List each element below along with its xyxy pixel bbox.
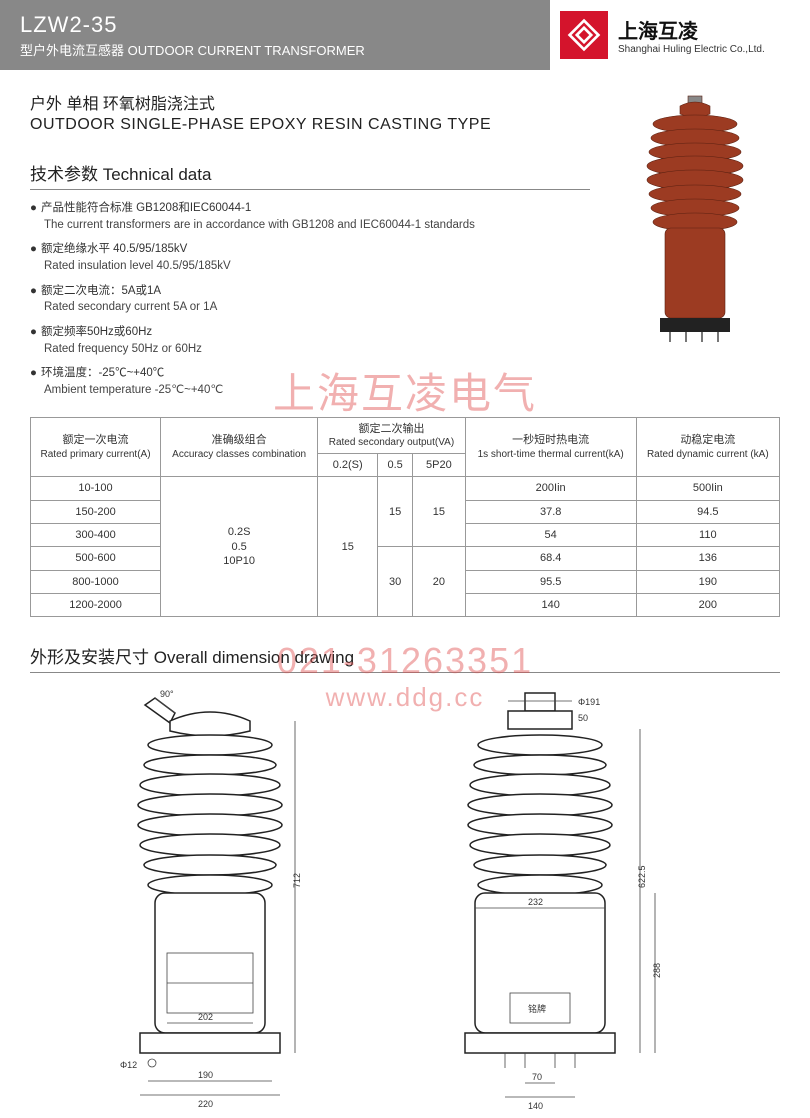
company-cn: 上海互凌 [618,15,765,44]
cell: 15 [378,477,413,547]
svg-text:712: 712 [292,873,302,888]
header: LZW2-35 型户外电流互感器 OUTDOOR CURRENT TRANSFO… [0,0,810,70]
bullet-cn: 额定频率50Hz或60Hz [30,326,152,338]
bullet-en: Ambient temperature -25℃~+40℃ [30,382,299,399]
svg-text:190: 190 [198,1070,213,1080]
th-primary-en: Rated primary current(A) [33,448,158,461]
table-row: 500-600 30 20 68.4 136 [31,547,780,570]
th-dynamic-en: Rated dynamic current (kA) [639,448,777,461]
cell: 136 [636,547,779,570]
model-subtitle: 型户外电流互感器 OUTDOOR CURRENT TRANSFORMER [20,40,530,59]
bullet-cn: 额定二次电流：5A或1A [30,285,161,297]
th-accuracy-en: Accuracy classes combination [163,448,315,461]
product-title-cn: 户外 单相 环氧树脂浇注式 [30,90,590,114]
cell: 20 [413,547,466,617]
header-brand: 上海互凌 Shanghai Huling Electric Co.,Ltd. [550,0,810,70]
svg-text:232: 232 [528,897,543,907]
th-secondary-cn: 额定二次输出 [358,423,424,435]
cell: 10-100 [31,477,161,500]
cell: 1200-2000 [31,593,161,616]
svg-text:Φ191: Φ191 [578,697,600,707]
th-primary-cn: 额定一次电流 [63,434,129,446]
tech-section-title: 技术参数 Technical data [30,160,590,190]
product-title-en: OUTDOOR SINGLE-PHASE EPOXY RESIN CASTING… [30,116,590,134]
cell: 200Iin [465,477,636,500]
th-accuracy-cn: 准确级组合 [212,434,267,446]
th-02s: 0.2(S) [318,454,378,477]
svg-text:622.5: 622.5 [637,866,647,889]
bullet-cn: 额定绝缘水平 40.5/95/185kV [30,243,187,255]
svg-text:140: 140 [528,1101,543,1111]
logo-icon [560,11,608,59]
bullet-item: 额定二次电流：5A或1A Rated secondary current 5A … [30,283,299,316]
svg-text:288: 288 [652,963,662,978]
svg-text:90°: 90° [160,689,174,699]
cell: 95.5 [465,570,636,593]
cell: 200 [636,593,779,616]
cell: 37.8 [465,500,636,523]
table-row: 10-100 0.2S 0.5 10P10 15 15 15 200Iin 50… [31,477,780,500]
drawing-section-title: 外形及安装尺寸 Overall dimension drawing [30,643,780,673]
th-dynamic-cn: 动稳定电流 [680,434,735,446]
product-photo [610,90,780,350]
svg-text:70: 70 [532,1072,542,1082]
cell: 800-1000 [31,570,161,593]
dimension-drawing: 90° [30,683,780,1113]
company-en: Shanghai Huling Electric Co.,Ltd. [618,44,765,55]
th-thermal-en: 1s short-time thermal current(kA) [468,448,634,461]
company-name: 上海互凌 Shanghai Huling Electric Co.,Ltd. [618,15,765,55]
bullet-en: Rated frequency 50Hz or 60Hz [30,341,299,358]
svg-text:铭牌: 铭牌 [528,1003,546,1014]
cell: 30 [378,547,413,617]
th-thermal-cn: 一秒短时热电流 [512,434,589,446]
table-header-row: 额定一次电流Rated primary current(A) 准确级组合Accu… [31,417,780,453]
bullet-en: Rated secondary current 5A or 1A [30,299,299,316]
th-secondary-en: Rated secondary output(VA) [320,436,463,449]
cell: 110 [636,523,779,546]
bullet-item: 产品性能符合标准 GB1208和IEC60044-1 The current t… [30,200,590,233]
svg-text:202: 202 [198,1012,213,1022]
cell: 500-600 [31,547,161,570]
cell: 68.4 [465,547,636,570]
svg-text:220: 220 [198,1099,213,1109]
cell-accuracy: 0.2S 0.5 10P10 [161,477,318,617]
spec-table: 额定一次电流 Rated primary current(A) 准确级组合 Accu… [30,417,780,617]
bullet-item: 额定绝缘水平 40.5/95/185kV Rated insulation le… [30,241,299,274]
bullet-item: 额定频率50Hz或60Hz Rated frequency 50Hz or 60… [30,324,299,357]
bullet-cn: 产品性能符合标准 GB1208和IEC60044-1 [30,202,251,214]
model-number: LZW2-35 [20,12,530,38]
svg-text:50: 50 [578,713,588,723]
cell: 15 [413,477,466,547]
cell: 94.5 [636,500,779,523]
bullet-en: The current transformers are in accordan… [30,217,590,234]
cell: 190 [636,570,779,593]
cell: 140 [465,593,636,616]
header-title-block: LZW2-35 型户外电流互感器 OUTDOOR CURRENT TRANSFO… [0,0,550,70]
tech-bullets: 产品性能符合标准 GB1208和IEC60044-1 The current t… [30,200,590,407]
cell: 150-200 [31,500,161,523]
cell-02s: 15 [318,477,378,617]
cell: 300-400 [31,523,161,546]
cell: 54 [465,523,636,546]
bullet-item: 环境温度：-25℃~+40℃ Ambient temperature -25℃~… [30,365,299,398]
bullet-cn: 环境温度：-25℃~+40℃ [30,367,164,379]
th-05: 0.5 [378,454,413,477]
svg-text:Φ12: Φ12 [120,1060,137,1070]
th-5p20: 5P20 [413,454,466,477]
cell: 500Iin [636,477,779,500]
bullet-en: Rated insulation level 40.5/95/185kV [30,258,299,275]
